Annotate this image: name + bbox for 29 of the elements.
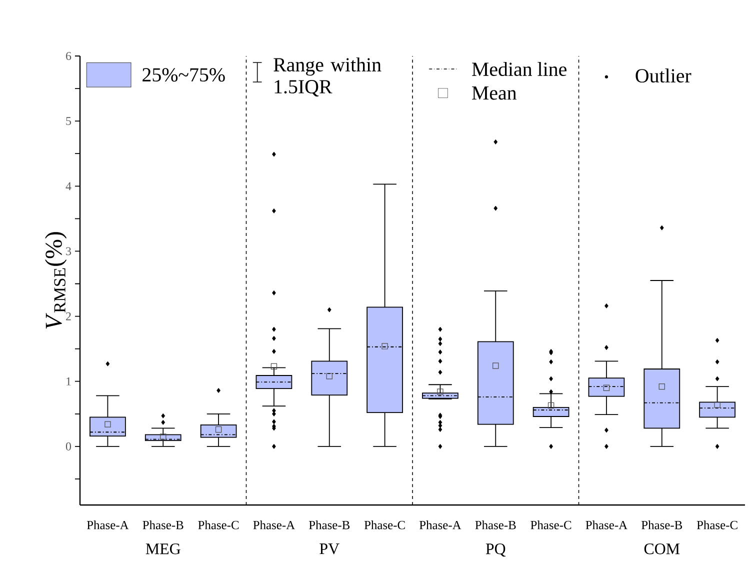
y-tick-label: 3 bbox=[66, 247, 72, 256]
x-tick-label: Phase-B bbox=[475, 520, 516, 530]
x-tick-label: Phase-B bbox=[142, 520, 184, 530]
x-tick-label: Phase-C bbox=[364, 520, 405, 530]
x-tick-label: Phase-C bbox=[198, 520, 239, 530]
text: COM bbox=[644, 544, 680, 554]
x-tick-label: Phase-C bbox=[530, 520, 572, 530]
y-tick-label: 0 bbox=[66, 442, 72, 450]
y-tick-label: 2 bbox=[66, 312, 71, 320]
x-tick-label: Phase-B bbox=[308, 520, 350, 530]
text: MEG bbox=[146, 544, 180, 554]
annotation: Outlier bbox=[636, 68, 692, 83]
y-axis-title: V$_{RMSE}$(%) bbox=[44, 232, 67, 329]
text: PV bbox=[320, 544, 340, 554]
text: PQ bbox=[486, 544, 506, 557]
x-tick-label: Phase-B bbox=[641, 520, 682, 530]
y-tick-label: 4 bbox=[66, 182, 72, 190]
annotation: Mean bbox=[472, 86, 517, 100]
x-tick-label: Phase-A bbox=[86, 520, 129, 530]
annotation: Median line bbox=[472, 62, 566, 76]
x-tick-label: Phase-A bbox=[419, 520, 462, 530]
x-tick-label: Phase-A bbox=[253, 520, 295, 530]
annotation: 25%~75% bbox=[142, 68, 225, 82]
x-tick-label: Phase-C bbox=[696, 520, 738, 530]
y-tick-label: 5 bbox=[66, 117, 72, 126]
annotation: Range within 1.5IQR bbox=[274, 58, 382, 96]
y-tick-label: 6 bbox=[66, 52, 72, 60]
y-tick-label: 1 bbox=[66, 377, 71, 386]
x-tick-label: Phase-A bbox=[586, 520, 628, 530]
